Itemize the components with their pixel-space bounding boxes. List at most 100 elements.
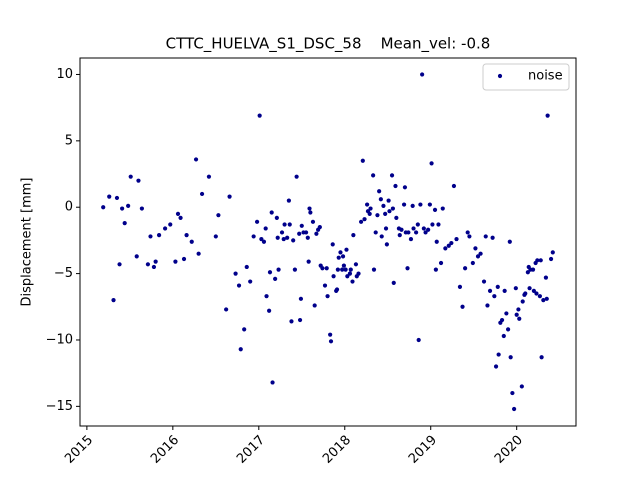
data-point	[360, 158, 365, 163]
data-point	[289, 319, 294, 324]
data-point	[516, 307, 521, 312]
data-point	[381, 203, 386, 208]
data-point	[251, 234, 256, 239]
data-point	[487, 288, 493, 293]
data-point	[322, 283, 328, 288]
data-point	[493, 364, 499, 369]
data-point	[502, 288, 507, 293]
data-point	[328, 332, 333, 337]
data-point	[340, 254, 346, 259]
data-point	[514, 312, 519, 317]
data-point	[107, 194, 112, 199]
data-point	[184, 232, 189, 238]
data-point	[196, 251, 201, 256]
data-point	[139, 206, 144, 211]
data-point	[294, 174, 299, 179]
data-point	[463, 266, 468, 271]
data-point	[248, 279, 253, 284]
data-point	[242, 327, 247, 332]
data-point	[523, 291, 528, 296]
data-point	[350, 279, 355, 284]
data-point	[454, 236, 459, 242]
data-point	[310, 219, 316, 224]
data-point	[275, 235, 280, 240]
data-point	[324, 266, 329, 271]
data-point	[457, 284, 463, 289]
data-point	[306, 259, 311, 264]
data-point	[224, 307, 229, 312]
data-point	[286, 198, 291, 203]
data-point	[128, 174, 133, 179]
data-point	[530, 267, 536, 272]
data-point	[531, 288, 536, 293]
data-point	[473, 246, 478, 251]
data-point	[267, 270, 273, 275]
data-point	[285, 235, 290, 240]
data-point	[548, 256, 554, 262]
data-point	[163, 226, 168, 231]
data-point	[436, 222, 441, 227]
data-point	[423, 230, 428, 235]
legend-marker	[497, 73, 503, 79]
data-point	[512, 406, 517, 412]
data-point	[254, 219, 260, 224]
data-point	[387, 209, 392, 214]
data-point	[276, 267, 281, 272]
data-point	[443, 246, 448, 251]
data-point	[377, 189, 382, 194]
data-point	[261, 239, 267, 244]
data-point	[336, 255, 341, 260]
data-point	[178, 215, 183, 220]
data-point	[401, 202, 407, 207]
legend-box	[482, 63, 570, 91]
data-point	[292, 267, 298, 272]
y-tick-label: −10	[46, 332, 73, 347]
data-point	[538, 258, 543, 263]
data-point	[340, 267, 345, 272]
data-point	[175, 211, 181, 216]
data-point	[287, 222, 292, 227]
data-point	[520, 299, 525, 304]
y-tick-label: 5	[65, 133, 73, 148]
data-point	[386, 198, 391, 203]
data-point	[335, 267, 340, 272]
data-point	[470, 260, 475, 266]
data-point	[325, 294, 330, 299]
data-point	[213, 234, 218, 239]
data-point	[193, 157, 199, 162]
data-point	[320, 266, 325, 271]
data-point	[492, 294, 497, 299]
data-point	[368, 206, 373, 211]
data-point	[504, 311, 509, 316]
data-point	[505, 327, 511, 332]
y-tick-label: 0	[65, 200, 73, 215]
data-point	[303, 230, 309, 235]
data-point	[513, 286, 518, 291]
data-point	[227, 194, 232, 199]
data-point	[347, 271, 353, 276]
data-point	[446, 243, 451, 248]
data-point	[384, 242, 389, 247]
data-point	[373, 230, 378, 235]
data-point	[312, 303, 317, 308]
data-point	[330, 242, 335, 247]
data-point	[508, 355, 513, 360]
data-point	[273, 276, 278, 282]
data-point	[145, 262, 151, 267]
data-point	[317, 225, 322, 230]
data-point	[344, 247, 349, 252]
data-point	[519, 384, 524, 389]
data-point	[353, 262, 359, 267]
data-point	[438, 260, 444, 266]
legend-label: noise	[528, 69, 563, 84]
data-point	[393, 183, 398, 189]
data-point	[414, 230, 419, 235]
data-point	[411, 226, 416, 231]
data-point	[420, 72, 425, 77]
data-point	[545, 113, 550, 118]
data-point	[460, 304, 465, 309]
data-point	[550, 250, 555, 255]
data-point	[434, 239, 439, 244]
data-point	[267, 308, 272, 313]
